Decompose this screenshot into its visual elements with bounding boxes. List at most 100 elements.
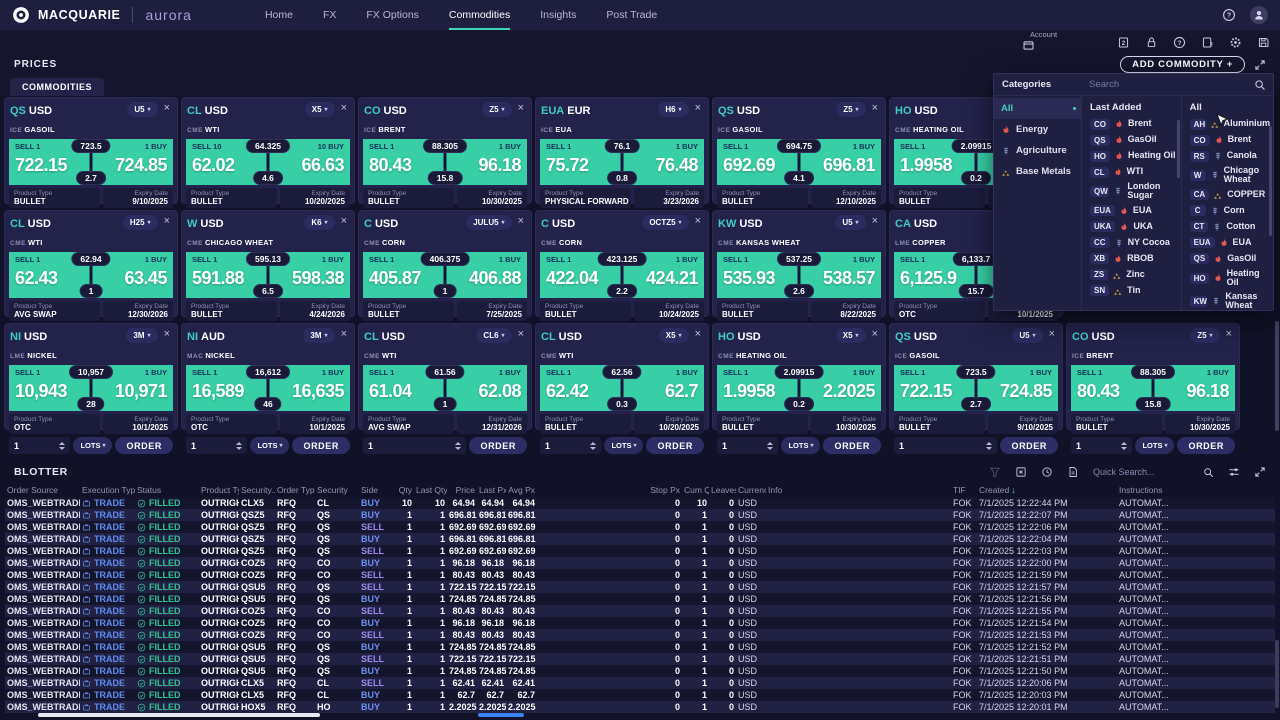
- sell-price[interactable]: 62.43: [15, 267, 58, 288]
- col-info[interactable]: Info: [768, 485, 783, 495]
- commodity-list-item[interactable]: ZS Zinc: [1082, 267, 1181, 283]
- buy-price[interactable]: 538.57: [822, 267, 876, 288]
- buy-price[interactable]: 66.63: [301, 154, 344, 175]
- table-row[interactable]: OMS_WEBTRADER TRADE FILLED OUTRIGHT QSZ5…: [5, 521, 1275, 533]
- quote-panel[interactable]: SELL 1 1 BUY 10,957 28 10,943 10,971: [9, 365, 173, 411]
- close-icon[interactable]: ×: [694, 328, 701, 340]
- tenor-select[interactable]: H25 ▾: [122, 215, 158, 230]
- sell-price[interactable]: 422.04: [546, 267, 599, 288]
- tenor-select[interactable]: K6 ▾: [304, 215, 335, 230]
- col-last-qty[interactable]: Last Qty: [416, 485, 447, 495]
- lots-select[interactable]: LOTS▾: [781, 437, 821, 454]
- table-row[interactable]: OMS_WEBTRADER TRADE FILLED OUTRIGHT COZ5…: [5, 605, 1275, 617]
- buy-price[interactable]: 2.2025: [822, 380, 876, 401]
- col-security[interactable]: Security: [317, 485, 348, 495]
- commodity-search-input[interactable]: [1089, 79, 1249, 90]
- scrollbar-thumb[interactable]: [1176, 120, 1180, 178]
- sell-price[interactable]: 80.43: [1077, 380, 1120, 401]
- gear-icon[interactable]: [1229, 36, 1242, 49]
- tenor-select[interactable]: U5 ▾: [835, 215, 866, 230]
- tenor-select[interactable]: X5▾: [835, 328, 866, 343]
- close-icon[interactable]: ×: [871, 215, 878, 227]
- quantity-stepper[interactable]: 1: [9, 437, 71, 454]
- close-icon[interactable]: ×: [1225, 328, 1232, 340]
- close-icon[interactable]: ×: [1048, 328, 1055, 340]
- commodity-list-item[interactable]: CO Brent: [1082, 116, 1181, 132]
- table-row[interactable]: OMS_WEBTRADER TRADE FILLED OUTRIGHT HOX5…: [5, 701, 1275, 713]
- buy-price[interactable]: 63.45: [124, 267, 167, 288]
- sell-price[interactable]: 722.15: [900, 380, 953, 401]
- nav-item[interactable]: FX: [322, 9, 337, 21]
- sell-price[interactable]: 405.87: [369, 267, 422, 288]
- close-icon[interactable]: ×: [517, 102, 524, 114]
- buy-price[interactable]: 16,635: [291, 380, 345, 401]
- buy-price[interactable]: 10,971: [114, 380, 168, 401]
- order-button[interactable]: ORDER: [646, 437, 704, 454]
- close-icon[interactable]: ×: [517, 328, 524, 340]
- nav-item[interactable]: FX Options: [366, 9, 419, 21]
- col-order-type[interactable]: Order Type: [277, 485, 315, 495]
- tenor-select[interactable]: H6 ▾: [658, 102, 689, 117]
- commodity-list-item[interactable]: EUA EUA: [1182, 235, 1273, 251]
- close-icon[interactable]: ×: [871, 102, 878, 114]
- save-icon[interactable]: [1257, 36, 1270, 49]
- order-button[interactable]: ORDER: [1177, 437, 1235, 454]
- lots-select[interactable]: LOTS▾: [73, 437, 113, 454]
- stepper-arrows-icon[interactable]: [767, 441, 774, 450]
- sell-price[interactable]: 61.04: [369, 380, 412, 401]
- col-side[interactable]: Side: [361, 485, 379, 495]
- table-row[interactable]: OMS_WEBTRADER TRADE FILLED OUTRIGHT COZ5…: [5, 629, 1275, 641]
- col-avg-px[interactable]: Avg Px: [508, 485, 535, 495]
- quote-panel[interactable]: SELL 1 1 BUY 88.305 15.8 80.43 96.18: [363, 139, 527, 185]
- hscroll-thumb-secondary[interactable]: [478, 713, 524, 717]
- table-row[interactable]: OMS_WEBTRADER TRADE FILLED OUTRIGHT QSU5…: [5, 665, 1275, 677]
- nav-item[interactable]: Home: [264, 9, 293, 21]
- sell-price[interactable]: 591.88: [192, 267, 245, 288]
- table-row[interactable]: OMS_WEBTRADER TRADE FILLED OUTRIGHT CLX5…: [5, 689, 1275, 701]
- col-currency[interactable]: Currency: [738, 485, 766, 495]
- quantity-stepper[interactable]: 1: [363, 437, 467, 454]
- category-item[interactable]: All: [994, 98, 1081, 119]
- sell-price[interactable]: 80.43: [369, 154, 412, 175]
- commodity-list-item[interactable]: C Corn: [1182, 203, 1273, 219]
- commodity-list-item[interactable]: CO Brent: [1182, 132, 1273, 148]
- document-icon[interactable]: [1067, 466, 1079, 478]
- quote-panel[interactable]: SELL 1 1 BUY 423.125 2.2 422.04 424.21: [540, 252, 704, 298]
- commodity-list-item[interactable]: CC NY Cocoa: [1082, 235, 1181, 251]
- tenor-select[interactable]: CL6 ▾: [476, 328, 512, 343]
- sell-price[interactable]: 62.02: [192, 154, 235, 175]
- category-item[interactable]: Energy: [994, 119, 1081, 140]
- commodity-list-item[interactable]: W Chicago Wheat: [1182, 164, 1273, 187]
- table-row[interactable]: OMS_WEBTRADER TRADE FILLED OUTRIGHT CLX5…: [5, 497, 1275, 509]
- order-button[interactable]: ORDER: [1000, 437, 1058, 454]
- col-order-source[interactable]: Order Source: [7, 485, 59, 495]
- hscroll-thumb[interactable]: [38, 713, 320, 717]
- category-item[interactable]: Agriculture: [994, 140, 1081, 161]
- buy-price[interactable]: 406.88: [468, 267, 522, 288]
- quantity-stepper[interactable]: 1: [717, 437, 779, 454]
- quote-panel[interactable]: SELL 1 1 BUY 62.94 1 62.43 63.45: [9, 252, 173, 298]
- close-icon[interactable]: ×: [340, 215, 347, 227]
- col-security-code[interactable]: Security...: [241, 485, 275, 495]
- buy-price[interactable]: 424.21: [645, 267, 699, 288]
- tenor-select[interactable]: Z5 ▾: [1190, 328, 1220, 343]
- commodity-list-item[interactable]: QW London Sugar: [1082, 180, 1181, 203]
- tenor-select[interactable]: JULU5 ▾: [466, 215, 512, 230]
- tenor-select[interactable]: Z5 ▾: [482, 102, 512, 117]
- buy-price[interactable]: 62.08: [478, 380, 521, 401]
- lock-icon[interactable]: [1145, 36, 1158, 49]
- sell-price[interactable]: 16,589: [192, 380, 245, 401]
- expand-icon[interactable]: [1254, 59, 1266, 71]
- sell-price[interactable]: 722.15: [15, 154, 68, 175]
- user-avatar[interactable]: [1250, 6, 1268, 24]
- commodity-list-item[interactable]: AH Aluminium: [1182, 116, 1273, 132]
- tenor-select[interactable]: U5 ▾: [127, 102, 158, 117]
- tenor-select[interactable]: Z5 ▾: [836, 102, 866, 117]
- scrollbar-thumb[interactable]: [1269, 126, 1272, 236]
- quantity-stepper[interactable]: 1: [894, 437, 998, 454]
- buy-price[interactable]: 724.85: [114, 154, 168, 175]
- buy-price[interactable]: 96.18: [1186, 380, 1229, 401]
- commodity-list-item[interactable]: HO Heating Oil: [1082, 148, 1181, 164]
- commodity-list-item[interactable]: EUA EUA: [1082, 203, 1181, 219]
- nav-item[interactable]: Insights: [540, 9, 577, 21]
